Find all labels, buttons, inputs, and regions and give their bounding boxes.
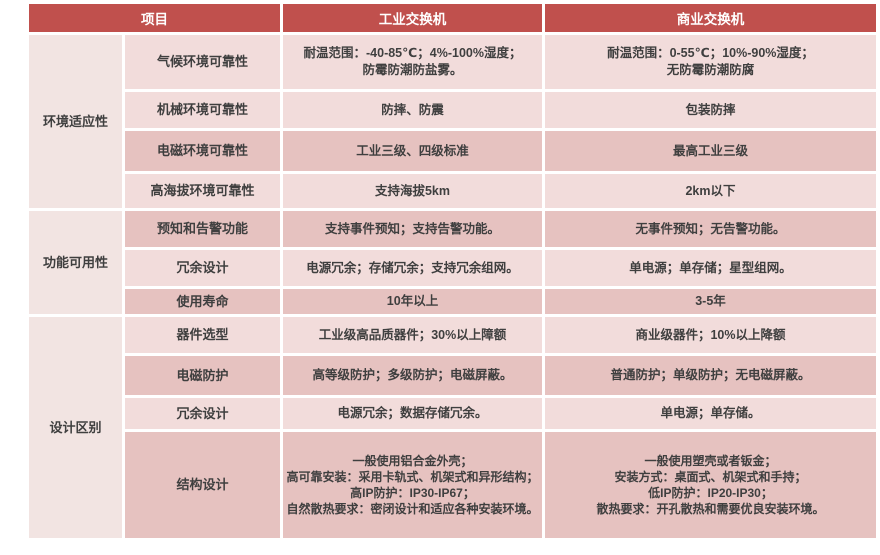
commercial-value-cell: 单电源；单存储。	[545, 398, 876, 429]
commercial-value-cell: 商业级器件；10%以上降额	[545, 317, 876, 353]
table-row: 结构设计 一般使用铝合金外壳； 高可靠安装：采用卡轨式、机架式和异形结构； 高I…	[29, 432, 876, 538]
commercial-value-cell: 耐温范围：0-55℃；10%-90%湿度； 无防霉防潮防腐	[545, 35, 876, 89]
switch-comparison-table: 项目 工业交换机 商业交换机 环境适应性 气候环境可靠性 耐温范围：-40-85…	[26, 1, 879, 541]
category-cell-availability: 功能可用性	[29, 211, 122, 314]
row-label: 气候环境可靠性	[125, 35, 280, 89]
row-label: 结构设计	[125, 432, 280, 538]
commercial-value-cell: 3-5年	[545, 289, 876, 314]
commercial-value-cell: 2km以下	[545, 174, 876, 208]
commercial-value-cell: 包装防摔	[545, 92, 876, 128]
industrial-value-cell: 电源冗余；存储冗余；支持冗余组网。	[283, 250, 542, 286]
table-row: 冗余设计 电源冗余；存储冗余；支持冗余组网。 单电源；单存储；星型组网。	[29, 250, 876, 286]
table-row: 设计区别 器件选型 工业级高品质器件；30%以上障额 商业级器件；10%以上降额	[29, 317, 876, 538]
industrial-value-cell: 支持事件预知；支持告警功能。	[283, 211, 542, 247]
row-label: 预知和告警功能	[125, 211, 280, 247]
table-row: 高海拔环境可靠性 支持海拔5km 2km以下	[29, 174, 876, 208]
commercial-value-cell: 单电源；单存储；星型组网。	[545, 250, 876, 286]
row-label: 高海拔环境可靠性	[125, 174, 280, 208]
row-label: 机械环境可靠性	[125, 92, 280, 128]
row-label: 电磁环境可靠性	[125, 131, 280, 171]
table-row: 使用寿命 10年以上 3-5年	[29, 289, 876, 314]
header-row: 项目 工业交换机 商业交换机	[29, 4, 876, 32]
industrial-value-cell: 耐温范围：-40-85℃；4%-100%湿度； 防霉防潮防盐雾。	[283, 35, 542, 89]
industrial-value-cell: 电源冗余；数据存储冗余。	[283, 398, 542, 429]
row-label: 冗余设计	[125, 398, 280, 429]
row-label: 电磁防护	[125, 356, 280, 395]
table-row: 环境适应性 气候环境可靠性 耐温范围：-40-85℃；4%-100%湿度； 防霉…	[29, 35, 876, 208]
industrial-value-cell: 支持海拔5km	[283, 174, 542, 208]
row-label: 使用寿命	[125, 289, 280, 314]
column-header-industrial-switch: 工业交换机	[283, 4, 542, 32]
industrial-value-cell: 一般使用铝合金外壳； 高可靠安装：采用卡轨式、机架式和异形结构； 高IP防护：I…	[283, 432, 542, 538]
table-row: 机械环境可靠性 防摔、防震 包装防摔	[29, 92, 876, 128]
industrial-value-cell: 工业级高品质器件；30%以上障额	[283, 317, 542, 353]
table-row: 冗余设计 电源冗余；数据存储冗余。 单电源；单存储。	[29, 398, 876, 429]
commercial-value-cell: 一般使用塑壳或者钣金； 安装方式：桌面式、机架式和手持； 低IP防护：IP20-…	[545, 432, 876, 538]
category-cell-environment: 环境适应性	[29, 35, 122, 208]
industrial-value-cell: 防摔、防震	[283, 92, 542, 128]
row-label: 冗余设计	[125, 250, 280, 286]
commercial-value-cell: 普通防护；单级防护；无电磁屏蔽。	[545, 356, 876, 395]
industrial-value-cell: 高等级防护；多级防护；电磁屏蔽。	[283, 356, 542, 395]
table-row: 电磁防护 高等级防护；多级防护；电磁屏蔽。 普通防护；单级防护；无电磁屏蔽。	[29, 356, 876, 395]
table-row: 功能可用性 预知和告警功能 支持事件预知；支持告警功能。 无事件预知；无告警功能…	[29, 211, 876, 314]
commercial-value-cell: 无事件预知；无告警功能。	[545, 211, 876, 247]
category-cell-design: 设计区别	[29, 317, 122, 538]
column-header-commercial-switch: 商业交换机	[545, 4, 876, 32]
commercial-value-cell: 最高工业三级	[545, 131, 876, 171]
industrial-value-cell: 工业三级、四级标准	[283, 131, 542, 171]
industrial-value-cell: 10年以上	[283, 289, 542, 314]
table-row: 电磁环境可靠性 工业三级、四级标准 最高工业三级	[29, 131, 876, 171]
row-label: 器件选型	[125, 317, 280, 353]
column-header-item: 项目	[29, 4, 280, 32]
